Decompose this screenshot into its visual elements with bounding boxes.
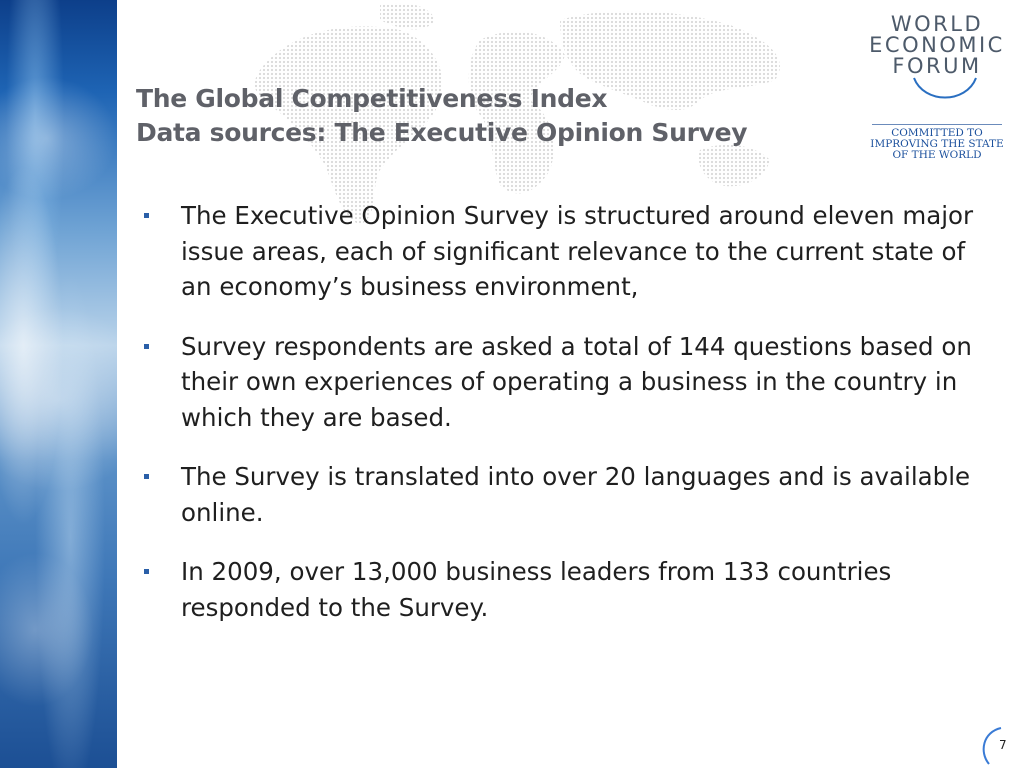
world-map-watermark (254, 3, 780, 225)
logo-tagline-line-1: COMMITTED TO (891, 127, 983, 139)
logo-word-economic: ECONOMIC (869, 33, 1005, 57)
square-bullet-icon (144, 569, 149, 574)
logo-divider (872, 124, 1002, 125)
bullet-item: The Survey is translated into over 20 la… (140, 459, 1000, 530)
bullet-text: The Executive Opinion Survey is structur… (181, 201, 974, 301)
bullet-text: The Survey is translated into over 20 la… (181, 462, 971, 527)
bullet-text: Survey respondents are asked a total of … (181, 331, 972, 432)
slide-title: The Global Competitiveness Index Data so… (136, 82, 748, 150)
bullet-text: In 2009, over 13,000 business leaders fr… (181, 557, 892, 622)
logo-word-forum: FORUM (892, 54, 982, 78)
slide-title-line-2: Data sources: The Executive Opinion Surv… (136, 118, 748, 147)
page-number: 7 (999, 738, 1007, 752)
slide-title-line-1: The Global Competitiveness Index (136, 84, 608, 113)
logo-tagline-line-3: OF THE WORLD (892, 149, 982, 161)
earth-image-band (0, 0, 117, 768)
logo-tagline-line-2: IMPROVING THE STATE (870, 138, 1004, 150)
logo-word-world: WORLD (890, 12, 984, 36)
bullet-item: In 2009, over 13,000 business leaders fr… (140, 554, 1000, 625)
world-economic-forum-logo: WORLD ECONOMIC FORUM COMMITTED TO IMPROV… (862, 14, 1012, 174)
bullet-item: Survey respondents are asked a total of … (140, 329, 1000, 436)
logo-arc-icon (913, 77, 977, 99)
square-bullet-icon (144, 474, 149, 479)
page-swirl-icon (982, 727, 1002, 765)
bullet-item: The Executive Opinion Survey is structur… (140, 198, 1000, 305)
page-number-badge: 7 (975, 722, 1021, 768)
square-bullet-icon (144, 213, 149, 218)
logo-tagline: COMMITTED TO IMPROVING THE STATE OF THE … (862, 128, 1012, 161)
bullet-list: The Executive Opinion Survey is structur… (140, 198, 1000, 649)
square-bullet-icon (144, 343, 149, 349)
